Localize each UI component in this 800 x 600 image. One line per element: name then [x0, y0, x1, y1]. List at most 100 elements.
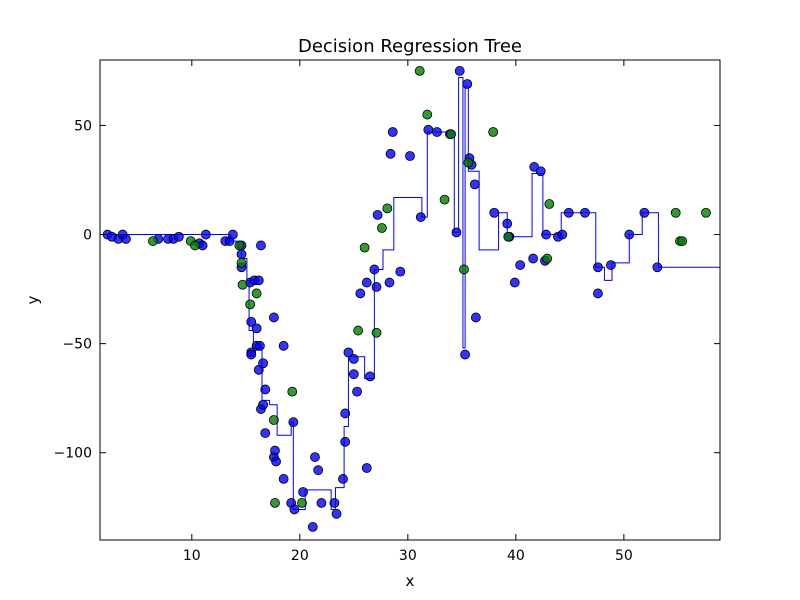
- data-point-blue: [470, 312, 481, 323]
- data-point-blue: [502, 218, 513, 229]
- data-point-blue: [331, 508, 342, 519]
- data-point-blue: [200, 229, 211, 240]
- data-point-blue: [289, 504, 300, 515]
- data-point-blue: [343, 347, 354, 358]
- data-point-blue: [454, 66, 465, 76]
- data-point-blue: [316, 498, 327, 508]
- data-point-green: [670, 207, 681, 218]
- data-point-blue: [489, 207, 500, 218]
- data-point-green: [382, 203, 393, 214]
- data-point-blue: [371, 282, 382, 292]
- data-point-blue: [340, 436, 351, 447]
- data-point-green: [237, 279, 248, 290]
- x-tick-label: 10: [183, 548, 201, 564]
- x-axis-label: x: [406, 572, 415, 590]
- data-point-blue: [541, 229, 551, 240]
- data-point-blue: [515, 260, 526, 270]
- data-point-blue: [340, 408, 351, 419]
- data-point-blue: [639, 207, 650, 218]
- y-tick-label: −100: [54, 446, 92, 462]
- x-tick-label: 30: [399, 548, 417, 564]
- x-tick-label: 20: [291, 548, 309, 564]
- y-axis-label: y: [24, 295, 42, 304]
- y-tick-label: 0: [83, 228, 92, 244]
- data-point-blue: [462, 79, 473, 89]
- data-point-green: [236, 258, 247, 268]
- data-point-blue: [509, 277, 520, 288]
- data-point-blue: [348, 354, 359, 364]
- data-point-blue: [254, 340, 265, 351]
- data-point-blue: [313, 465, 324, 476]
- data-point-blue: [260, 384, 271, 395]
- data-point-blue: [385, 148, 396, 159]
- data-point-green: [234, 240, 245, 251]
- data-point-blue: [268, 312, 279, 323]
- data-point-blue: [365, 371, 375, 382]
- data-point-blue: [246, 349, 257, 360]
- step-line-layer: [100, 76, 720, 510]
- data-point-blue: [361, 277, 372, 288]
- data-point-green: [503, 231, 514, 242]
- data-point-blue: [253, 275, 264, 286]
- data-point-blue: [338, 474, 348, 484]
- data-point-blue: [372, 210, 383, 220]
- data-point-blue: [270, 445, 280, 456]
- data-point-green: [542, 253, 553, 264]
- data-point-green: [148, 236, 158, 246]
- data-point-blue: [384, 277, 395, 288]
- data-point-green: [488, 127, 499, 137]
- data-point-green: [268, 415, 279, 425]
- data-point-blue: [298, 487, 308, 497]
- data-point-blue: [173, 231, 184, 242]
- data-point-blue: [528, 253, 539, 264]
- data-point-green: [439, 194, 450, 205]
- data-point-blue: [593, 262, 603, 273]
- data-point-blue: [432, 127, 442, 137]
- data-point-green: [297, 498, 307, 508]
- data-points-layer: [102, 66, 711, 532]
- data-point-blue: [236, 249, 247, 260]
- data-point-blue: [415, 212, 426, 222]
- data-point-blue: [258, 399, 269, 410]
- data-point-green: [414, 66, 425, 76]
- data-point-green: [422, 109, 433, 120]
- data-point-green: [353, 325, 364, 336]
- data-point-blue: [405, 151, 415, 161]
- data-point-blue: [258, 358, 269, 369]
- data-point-blue: [355, 288, 366, 299]
- data-point-blue: [256, 240, 266, 251]
- data-point-green: [359, 242, 370, 253]
- data-point-blue: [652, 262, 663, 273]
- data-point-green: [544, 199, 555, 209]
- data-point-green: [701, 207, 711, 218]
- data-point-blue: [451, 227, 462, 238]
- data-point-green: [463, 157, 474, 168]
- data-point-blue: [535, 166, 546, 177]
- data-point-blue: [606, 260, 616, 270]
- data-point-blue: [329, 498, 340, 508]
- data-point-blue: [423, 124, 434, 135]
- data-point-blue: [121, 234, 131, 244]
- plot-area: [99, 59, 721, 541]
- data-point-blue: [251, 323, 262, 334]
- chart-title: Decision Regression Tree: [298, 36, 522, 57]
- data-point-blue: [288, 417, 299, 428]
- data-point-blue: [310, 452, 320, 462]
- data-point-blue: [352, 386, 362, 397]
- data-point-blue: [593, 288, 603, 299]
- x-tick-label: 50: [615, 548, 633, 564]
- data-point-green: [377, 223, 387, 233]
- data-point-blue: [278, 474, 289, 484]
- data-point-green: [270, 498, 280, 508]
- data-point-blue: [563, 207, 574, 218]
- data-point-green: [446, 129, 456, 140]
- data-point-blue: [557, 229, 568, 240]
- data-point-green: [459, 264, 469, 275]
- data-point-green: [190, 240, 200, 251]
- data-point-blue: [369, 264, 380, 275]
- data-point-blue: [624, 229, 635, 240]
- data-point-blue: [348, 369, 359, 380]
- data-point-blue: [469, 179, 480, 190]
- data-point-green: [371, 327, 382, 338]
